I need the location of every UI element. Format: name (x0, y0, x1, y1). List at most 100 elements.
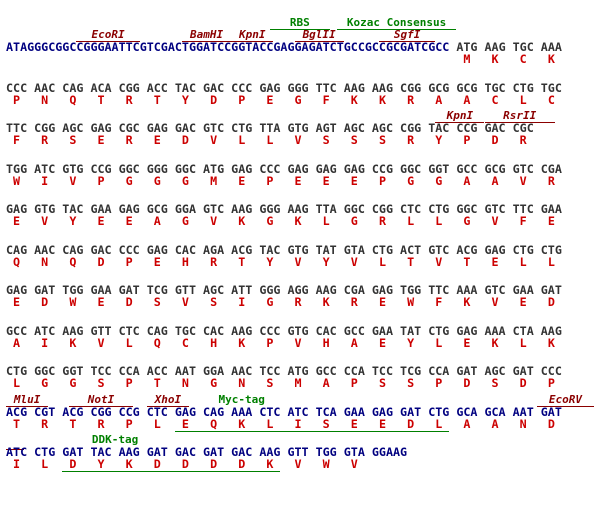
amino-acid: D (181, 133, 189, 147)
amino-acid: G (266, 295, 274, 309)
tag-underline (62, 471, 281, 472)
dna-sequence: ACG CGT ACG CGG CCG CTC GAG CAG AAA CTC … (6, 406, 562, 418)
amino-acid: D (519, 376, 527, 390)
enzyme-site: MluI (6, 393, 49, 407)
amino-acid: D (125, 295, 133, 309)
amino-acid: T (407, 254, 415, 269)
amino-acid: Y (97, 457, 105, 471)
amino-acid: K (238, 214, 246, 228)
amino-acid: P (266, 335, 274, 350)
amino-acid: P (238, 92, 246, 107)
tag-label: DDK-tag (91, 433, 139, 446)
amino-acid: A (153, 214, 161, 228)
amino-acid: P (125, 416, 133, 431)
amino-acid: D (69, 457, 77, 471)
amino-acid: K (69, 335, 77, 350)
amino-acid: L (435, 335, 443, 350)
sequence-segment: CCC AAC CAG ACA CGG ACC TAC GAC CCC GAG … (6, 80, 562, 95)
sequence-segment: ATG AAG TGC AAA (456, 40, 562, 54)
amino-acid: V (350, 254, 358, 269)
amino-acid: E (125, 214, 133, 228)
amino-acid: L (238, 133, 246, 147)
amino-acid: D (181, 457, 189, 471)
amino-acid: L (125, 335, 133, 350)
amino-acid: L (547, 254, 555, 269)
amino-acid: F (322, 92, 330, 107)
amino-acid: Y (407, 335, 415, 350)
enzyme-site: EcoRI (76, 29, 140, 42)
amino-acid: I (294, 416, 302, 431)
enzyme-site: EcoRV (537, 393, 594, 407)
amino-acid: E (97, 295, 105, 309)
amino-acid: A (322, 376, 330, 390)
tag-underline (174, 430, 450, 432)
amino-acid: L (407, 214, 415, 228)
amino-acid: R (407, 133, 415, 147)
amino-acid: E (491, 254, 499, 269)
amino-acid: M (463, 52, 471, 66)
amino-acid: M (210, 173, 218, 188)
amino-acid: E (266, 92, 274, 107)
amino-acid: R (41, 133, 49, 147)
amino-acid: G (435, 173, 443, 188)
amino-acid: R (125, 92, 133, 107)
amino-acid: E (153, 133, 161, 147)
amino-acid: E (519, 295, 527, 309)
amino-acid: S (378, 376, 386, 390)
amino-acid: W (407, 295, 415, 309)
amino-acid: M (294, 376, 302, 390)
amino-acid: P (125, 254, 133, 269)
amino-acid: L (41, 457, 49, 471)
amino-acid: K (463, 295, 471, 309)
amino-acid: S (322, 416, 330, 431)
amino-acid: N (41, 92, 49, 107)
amino-acid: L (435, 214, 443, 228)
amino-acid: C (519, 52, 527, 66)
amino-acid: S (97, 376, 105, 390)
amino-acid: D (547, 416, 555, 431)
amino-acid: H (181, 254, 189, 269)
amino-acid: D (153, 457, 161, 471)
amino-acid: E (181, 416, 189, 431)
amino-acid: V (491, 295, 499, 309)
amino-acid: V (435, 254, 443, 269)
amino-acid: N (519, 416, 527, 431)
amino-acid: G (294, 92, 302, 107)
amino-acid: E (153, 254, 161, 269)
amino-acid: T (153, 92, 161, 107)
feature-label: Kozac Consensus (336, 17, 457, 30)
amino-acid: Y (435, 133, 443, 147)
amino-acid: R (350, 295, 358, 309)
amino-acid: K (491, 335, 499, 350)
amino-acid: E (322, 173, 330, 188)
amino-acid: W (69, 295, 77, 309)
amino-acid: Y (181, 92, 189, 107)
amino-acid: C (181, 335, 189, 350)
dna-sequence: GCC ATC AAG GTT CTC CAG TGC CAC AAG CCC … (6, 325, 562, 337)
dna-sequence: TGG ATC GTG CCG GGC GGG GGC ATG GAG CCC … (6, 163, 562, 175)
amino-acid: V (350, 457, 358, 471)
amino-acid: R (547, 173, 555, 188)
amino-acid: E (97, 214, 105, 228)
amino-acid: Q (69, 92, 77, 107)
amino-acid: S (322, 133, 330, 147)
amino-acid: W (13, 173, 21, 188)
amino-acid: R (407, 92, 415, 107)
amino-acid: G (153, 173, 161, 188)
amino-acid: V (294, 335, 302, 350)
enzyme-site: NotI (69, 393, 133, 407)
amino-acid: S (378, 133, 386, 147)
amino-acid: G (181, 173, 189, 188)
amino-acid: S (266, 376, 274, 390)
amino-acid: L (13, 376, 21, 390)
amino-acid: K (547, 335, 555, 350)
amino-acid: K (238, 416, 246, 431)
amino-acid: P (266, 173, 274, 188)
amino-acid: K (266, 457, 274, 471)
amino-acid: L (519, 254, 527, 269)
amino-acid: I (41, 335, 49, 350)
enzyme-site: SgfI (378, 29, 436, 42)
amino-acid: E (378, 335, 386, 350)
sequence-segment: CAG AAC CAG GAC CCC GAG CAC AGA ACG TAC … (6, 242, 562, 257)
